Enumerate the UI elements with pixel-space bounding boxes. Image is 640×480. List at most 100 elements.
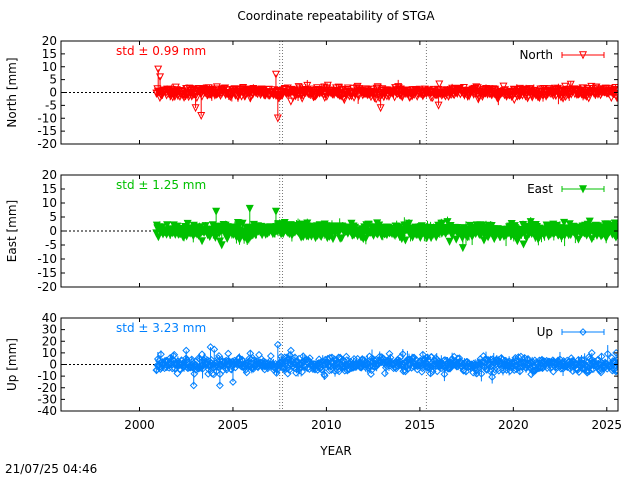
data-point [401,367,410,376]
data-point [529,358,538,367]
data-point [328,235,337,244]
data-point [415,359,424,367]
x-tick-label: 2025 [592,418,623,432]
data-point [584,353,593,362]
y-tick-label: 0 [49,224,57,238]
data-point [613,86,618,95]
data-point [490,365,499,374]
data-point [613,90,618,99]
y-tick-label: 20 [42,334,57,348]
data-points-up [152,340,618,390]
y-tick-label: -20 [37,381,57,395]
outlier-point [458,231,467,253]
data-point [433,367,442,376]
data-point [379,354,388,363]
timestamp: 21/07/25 04:46 [5,462,97,476]
data-point [560,218,569,227]
data-point [426,369,435,378]
legend-label: North [519,48,553,62]
y-axis-label: North [mm] [5,57,19,127]
data-point [255,350,263,359]
data-point [320,371,329,380]
outlier-point [182,346,191,365]
outlier-point [271,207,280,231]
y-tick-label: -30 [37,392,57,406]
data-point [323,81,332,90]
outlier-point [215,364,224,390]
data-point [154,233,163,242]
data-points-east [152,204,618,253]
x-tick-label: 2005 [218,418,249,432]
data-point [613,224,618,233]
y-tick-label: 15 [42,182,57,196]
data-point [462,367,470,376]
data-point [612,85,618,94]
y-tick-label: 20 [42,168,57,182]
data-point [157,350,165,359]
data-point [519,240,528,249]
chart-title: Coordinate repeatability of STGA [237,9,435,23]
data-point [398,349,407,360]
y-tick-label: -10 [37,369,57,383]
y-axis-label: Up [mm] [5,338,19,391]
data-point [516,367,524,376]
outlier-point [376,92,385,113]
outlier-point [229,364,237,386]
outlier-point [189,364,198,390]
data-point [574,235,583,244]
outlier-point [434,92,443,110]
data-point [510,96,519,105]
data-point [473,365,482,374]
legend-label: Up [537,325,553,339]
y-tick-label: 40 [42,311,57,325]
data-point [437,364,446,373]
data-point [335,84,344,93]
data-point [221,84,230,93]
outlier-point [612,348,618,365]
y-tick-label: -20 [37,280,57,294]
data-point [183,219,192,228]
y-tick-label: -20 [37,137,57,151]
data-point [603,345,612,363]
data-point [522,234,531,243]
data-point [508,92,517,101]
y-tick-label: 0 [49,358,57,372]
y-tick-label: -5 [45,98,57,112]
x-tick-label: 2015 [405,418,436,432]
data-point [234,222,244,231]
x-tick-label: 2020 [498,418,529,432]
data-point [597,352,606,361]
data-point [479,236,488,245]
data-point [245,354,254,363]
y-tick-label: 5 [49,73,57,87]
outlier-point [156,73,165,93]
y-axis-label: East [mm] [5,200,19,262]
data-point [342,352,351,361]
outlier-point [286,346,295,365]
data-point [340,96,349,105]
x-tick-label: 2000 [124,418,155,432]
outlier-point [273,340,282,365]
data-point [499,365,507,376]
y-tick-label: -15 [37,266,57,280]
y-tick-label: -10 [37,252,57,266]
data-point [438,219,447,228]
data-point [452,235,461,244]
y-tick-label: -15 [37,124,57,138]
data-point [246,349,255,358]
data-point [612,366,618,375]
data-point [585,217,594,226]
data-point [266,352,275,360]
data-point [417,367,426,376]
legend-east: East [527,182,605,196]
data-point [301,363,310,371]
data-point [223,234,232,243]
y-tick-label: -10 [37,111,57,125]
data-point [613,366,618,375]
outlier-point [206,343,215,365]
y-tick-label: -40 [37,404,57,418]
y-tick-label: -5 [45,238,57,252]
